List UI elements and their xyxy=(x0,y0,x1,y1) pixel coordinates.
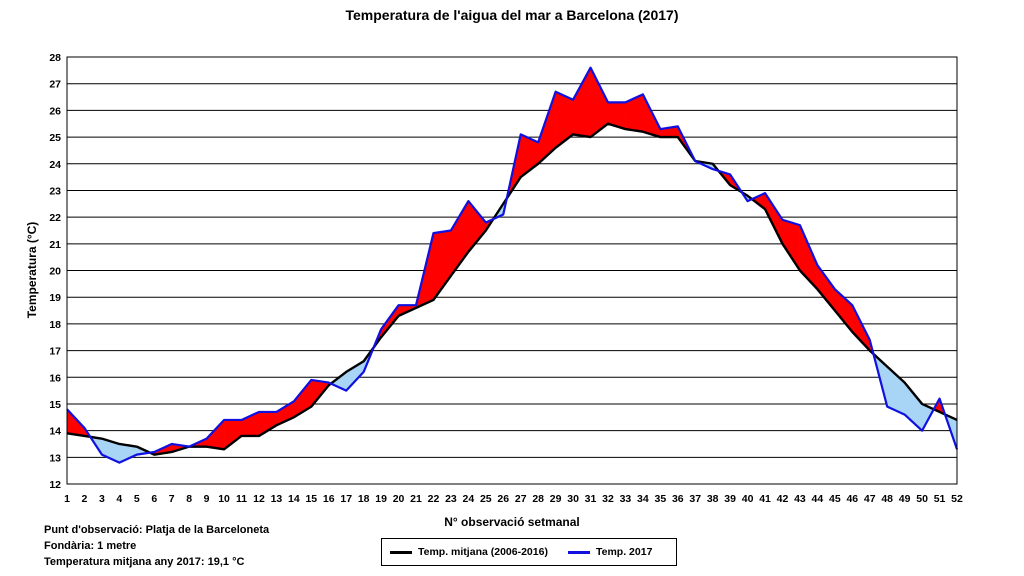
x-tick-label: 21 xyxy=(410,493,422,505)
x-tick-label: 19 xyxy=(375,493,387,505)
x-tick-label: 37 xyxy=(689,493,701,505)
legend: Temp. mitjana (2006-2016) Temp. 2017 xyxy=(381,538,677,566)
annual-mean-note: Temperatura mitjana any 2017: 19,1 °C xyxy=(44,556,245,568)
difference-fill-segment xyxy=(223,419,242,450)
temperature-2017-line xyxy=(66,66,959,464)
x-tick-label: 2 xyxy=(82,493,88,505)
x-tick-label: 6 xyxy=(151,493,157,505)
difference-fill-segment xyxy=(817,264,836,312)
x-tick-label: 28 xyxy=(532,493,544,505)
x-tick-label: 13 xyxy=(271,493,283,505)
x-tick-label: 34 xyxy=(637,493,649,505)
y-tick-label: 20 xyxy=(49,266,61,278)
x-tick-label: 18 xyxy=(358,493,370,505)
y-tick-label: 14 xyxy=(49,426,61,438)
x-tick-label: 15 xyxy=(305,493,317,505)
legend-item-mean: Temp. mitjana (2006-2016) xyxy=(390,546,548,558)
difference-fill-segment xyxy=(258,411,277,437)
x-tick-label: 24 xyxy=(463,493,475,505)
y-tick-label: 22 xyxy=(49,212,61,224)
x-tick-label: 11 xyxy=(236,493,247,505)
x-tick-label: 20 xyxy=(393,493,405,505)
difference-fill-segment xyxy=(572,67,591,138)
y-tick-label: 27 xyxy=(49,79,61,91)
x-tick-label: 3 xyxy=(99,493,105,505)
x-tick-label: 4 xyxy=(116,493,122,505)
difference-fill-segment xyxy=(782,219,801,272)
y-tick-label: 26 xyxy=(49,105,61,117)
x-tick-label: 32 xyxy=(602,493,614,505)
x-tick-label: 43 xyxy=(794,493,806,505)
x-tick-label: 40 xyxy=(742,493,754,505)
location-note: Punt d'observació: Platja de la Barcelon… xyxy=(44,524,270,536)
x-tick-label: 52 xyxy=(951,493,963,505)
x-tick-label: 26 xyxy=(497,493,509,505)
x-tick-label: 42 xyxy=(777,493,789,505)
x-tick-label: 33 xyxy=(620,493,632,505)
x-tick-label: 10 xyxy=(218,493,230,505)
y-tick-label: 19 xyxy=(49,292,61,304)
x-tick-label: 51 xyxy=(934,493,946,505)
plot-frame xyxy=(66,56,958,485)
x-tick-label: 47 xyxy=(864,493,876,505)
x-tick-label: 45 xyxy=(829,493,841,505)
legend-label-mean: Temp. mitjana (2006-2016) xyxy=(418,546,548,558)
x-tick-label: 48 xyxy=(881,493,893,505)
x-tick-label: 17 xyxy=(340,493,352,505)
depth-note: Fondària: 1 metre xyxy=(44,540,137,552)
y-tick-label: 28 xyxy=(49,52,61,64)
x-tick-label: 5 xyxy=(134,493,140,505)
x-tick-label: 23 xyxy=(445,493,457,505)
x-tick-label: 50 xyxy=(916,493,928,505)
x-tick-label: 36 xyxy=(672,493,684,505)
x-tick-label: 31 xyxy=(585,493,597,505)
y-tick-label: 21 xyxy=(49,239,61,251)
grid xyxy=(67,56,957,485)
y-tick-label: 16 xyxy=(49,372,61,384)
y-tick-label: 24 xyxy=(49,159,61,171)
y-tick-label: 25 xyxy=(49,132,61,144)
x-tick-label: 9 xyxy=(204,493,210,505)
x-tick-label: 39 xyxy=(724,493,736,505)
x-tick-label: 38 xyxy=(707,493,719,505)
x-tick-label: 25 xyxy=(480,493,492,505)
x-tick-label: 12 xyxy=(253,493,265,505)
x-tick-label: 1 xyxy=(64,493,70,505)
y-tick-label: 13 xyxy=(49,452,61,464)
x-tick-label: 44 xyxy=(812,493,824,505)
legend-label-2017: Temp. 2017 xyxy=(596,546,653,558)
legend-swatch-mean xyxy=(390,550,412,554)
mean-temperature-line xyxy=(66,122,958,456)
legend-item-2017: Temp. 2017 xyxy=(568,546,652,558)
x-tick-label: 7 xyxy=(169,493,175,505)
legend-swatch-2017 xyxy=(568,550,590,554)
x-tick-label: 49 xyxy=(899,493,911,505)
x-tick-label: 14 xyxy=(288,493,300,505)
y-axis-label: Temperatura (°C) xyxy=(25,222,39,319)
x-tick-label: 16 xyxy=(323,493,335,505)
x-tick-label: 27 xyxy=(515,493,527,505)
x-tick-label: 22 xyxy=(428,493,440,505)
chart-title: Temperatura de l'aigua del mar a Barcelo… xyxy=(346,7,679,23)
x-tick-label: 46 xyxy=(846,493,858,505)
x-tick-label: 8 xyxy=(186,493,192,505)
x-tick-label: 35 xyxy=(654,493,666,505)
difference-fill-segment xyxy=(555,91,574,149)
y-tick-label: 23 xyxy=(49,185,61,197)
x-tick-label: 29 xyxy=(550,493,562,505)
y-tick-label: 17 xyxy=(49,346,61,358)
difference-fills xyxy=(66,67,958,464)
y-tick-label: 12 xyxy=(49,479,61,491)
x-tick-label: 41 xyxy=(759,493,771,505)
x-axis-label: N° observació setmanal xyxy=(444,515,580,529)
x-tick-label: 30 xyxy=(567,493,579,505)
series-lines xyxy=(66,66,959,464)
difference-fill-segment xyxy=(834,288,853,333)
y-tick-label: 18 xyxy=(49,319,61,331)
y-tick-label: 15 xyxy=(49,399,61,411)
